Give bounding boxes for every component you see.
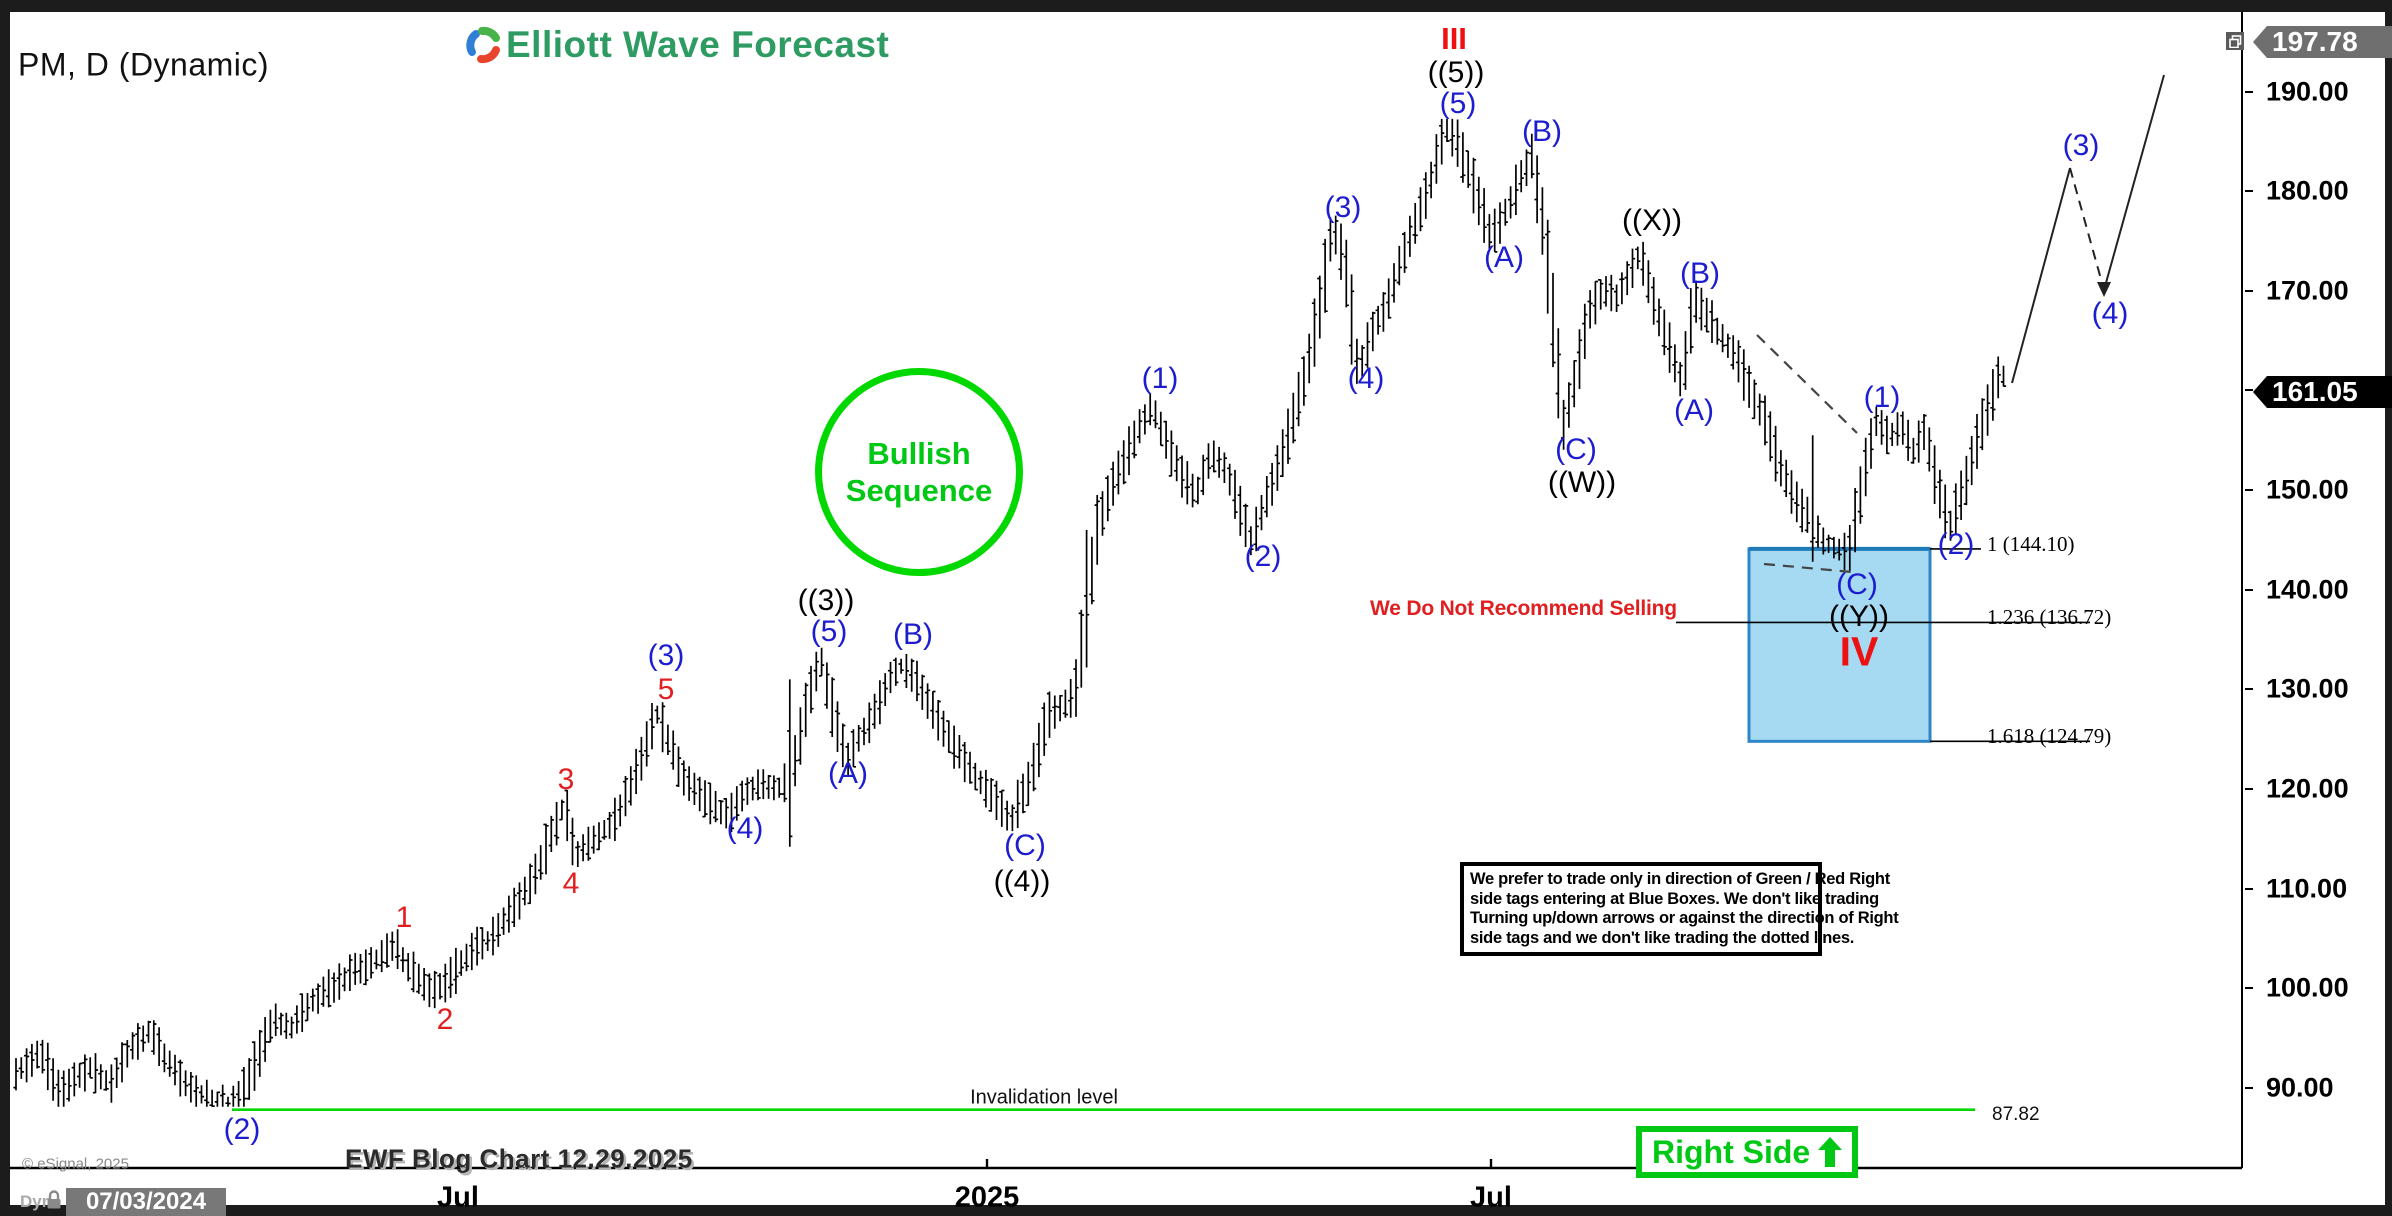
disclaimer-line: Turning up/down arrows or against the di… xyxy=(1470,909,1899,927)
price-axis-notch xyxy=(2245,389,2253,392)
price-axis-tick-label: 180.00 xyxy=(2266,175,2349,206)
wave-label: ((5)) xyxy=(1427,56,1485,89)
blue-box xyxy=(1747,547,1932,743)
wave-label: IV xyxy=(1839,628,1879,675)
wave-label: III xyxy=(1441,21,1467,56)
wave-label: 2 xyxy=(436,1003,454,1036)
disclaimer-line: side tags and we don't like trading the … xyxy=(1470,928,1855,947)
wave-label: (B) xyxy=(893,618,933,651)
time-axis-label: Jul xyxy=(437,1181,479,1214)
wave-label: (5) xyxy=(1439,87,1477,120)
time-axis-label: Jul xyxy=(1470,1181,1512,1214)
price-axis-tick-label: 150.00 xyxy=(2266,474,2349,505)
fib-label: 1.618 (124.79) xyxy=(1987,724,2112,749)
wave-label: (2) xyxy=(1244,540,1282,573)
no-selling-warning: We Do Not Recommend Selling xyxy=(1370,597,1677,620)
wave-label: (2) xyxy=(223,1113,261,1146)
copyright-text: © eSignal, 2025 xyxy=(22,1155,129,1173)
wave-label: (C) xyxy=(1004,829,1046,862)
wave-label: ((3)) xyxy=(797,584,855,617)
ewf-logo-icon xyxy=(462,22,506,73)
wave-label: (3) xyxy=(647,639,685,672)
trading-disclaimer-box: We prefer to trade only in direction of … xyxy=(1460,862,1899,956)
wave-label: (4) xyxy=(2091,297,2129,330)
price-axis-tick-label: 120.00 xyxy=(2266,773,2349,804)
wave-label: (A) xyxy=(1484,241,1524,274)
price-axis-tick-label: 170.00 xyxy=(2266,275,2349,306)
bullish-sequence-circle: Bullish Sequence xyxy=(815,368,1023,576)
wave-label: 4 xyxy=(562,867,580,900)
up-arrow-icon xyxy=(1818,1137,1843,1167)
price-axis-tick-label: 140.00 xyxy=(2266,574,2349,605)
price-axis-notch xyxy=(2245,887,2253,890)
wave-label: (B) xyxy=(1522,115,1562,148)
projection-dashed-line xyxy=(2069,167,2105,291)
fib-label: 1.236 (136.72) xyxy=(1987,605,2112,630)
arrowhead-icon xyxy=(2097,282,2111,297)
wave-label: (1) xyxy=(1863,381,1901,414)
high-price-tag: 197.78 xyxy=(2253,26,2392,58)
disclaimer-line: side tags entering at Blue Boxes. We don… xyxy=(1470,889,1879,908)
wave-label: ((X)) xyxy=(1622,204,1682,237)
wave-label: (1) xyxy=(1141,362,1179,395)
wave-label: (3) xyxy=(1324,191,1362,224)
wave-label: 5 xyxy=(657,673,675,706)
disclaimer-line: We prefer to trade only in direction of … xyxy=(1470,870,1890,888)
circle-text-line1: Bullish xyxy=(867,436,971,471)
wave-label: 3 xyxy=(557,763,575,796)
circle-text-line2: Sequence xyxy=(845,473,993,508)
price-axis-notch xyxy=(2245,90,2253,93)
price-axis-notch xyxy=(2245,987,2253,990)
date-field[interactable]: 07/03/2024 xyxy=(66,1188,226,1216)
chart-plot[interactable] xyxy=(10,12,2385,1205)
time-axis-label: 2025 xyxy=(954,1181,1020,1214)
price-axis-notch xyxy=(2245,688,2253,691)
wave-label: (C) xyxy=(1836,568,1878,601)
brand-name: Elliott Wave Forecast xyxy=(506,24,890,65)
projection-line xyxy=(2011,167,2071,384)
projection-line xyxy=(2103,74,2165,291)
wave-label: (C) xyxy=(1555,433,1597,466)
price-axis-tick-label: 190.00 xyxy=(2266,76,2349,106)
fib-label: 1 (144.10) xyxy=(1987,531,2075,556)
blog-chart-caption: EWF Blog Chart 12.29.2025 xyxy=(345,1143,693,1174)
wave-label: ((Y)) xyxy=(1829,600,1889,633)
wave-label: (2) xyxy=(1937,528,1975,561)
wave-label: (A) xyxy=(1674,394,1714,427)
wave-label: 1 xyxy=(395,901,413,934)
restore-window-icon[interactable] xyxy=(2226,32,2244,50)
wave-label: ((W)) xyxy=(1547,466,1617,499)
price-axis-tick-label: 100.00 xyxy=(2266,972,2349,1003)
dyn-mode-label: Dyn xyxy=(20,1192,53,1211)
invalidation-value: 87.82 xyxy=(1992,1104,2040,1125)
wave-label: (4) xyxy=(1347,362,1385,395)
wave-label: (4) xyxy=(726,812,764,845)
wave-label: (3) xyxy=(2062,129,2100,162)
lock-icon xyxy=(46,1190,62,1215)
price-axis-notch xyxy=(2245,289,2253,292)
chart-title: PM, D (Dynamic) xyxy=(18,46,270,83)
price-axis-notch xyxy=(2245,489,2253,492)
price-axis-notch xyxy=(2245,1087,2253,1089)
invalidation-label: Invalidation level xyxy=(970,1086,1118,1109)
price-axis-tick-label: 130.00 xyxy=(2266,673,2349,704)
wave-label: (B) xyxy=(1680,257,1720,290)
right-side-label: Right Side xyxy=(1652,1133,1811,1170)
right-side-tag: Right Side xyxy=(1636,1126,1859,1178)
current-price-tag: 161.05 xyxy=(2253,376,2392,408)
price-bars xyxy=(13,118,2007,1107)
price-axis-tick-label: 90.00 xyxy=(2266,1072,2334,1103)
wave-label: ((4)) xyxy=(993,865,1051,898)
dashed-trendline xyxy=(1756,334,1858,434)
price-axis-notch xyxy=(2245,588,2253,591)
chart-window: PM, D (Dynamic) Elliott Wave Forecast (2… xyxy=(10,12,2392,1216)
price-axis-notch xyxy=(2245,788,2253,791)
dashed-trendline xyxy=(1763,562,1853,574)
wave-label: (5) xyxy=(810,615,848,648)
wave-label: (A) xyxy=(828,757,868,790)
price-axis-tick-label: 110.00 xyxy=(2266,873,2348,904)
price-axis-notch xyxy=(2245,190,2253,193)
